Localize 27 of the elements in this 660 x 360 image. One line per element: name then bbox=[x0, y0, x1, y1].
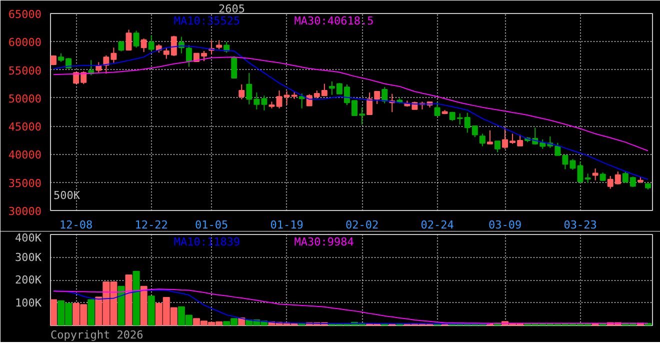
y-tick-label: 200K bbox=[15, 274, 42, 286]
x-tick-label: 01-05 bbox=[194, 218, 228, 232]
x-tick-label: 12-22 bbox=[134, 218, 168, 232]
y-tick-label: 300K bbox=[15, 250, 42, 264]
x-tick-label: 01-19 bbox=[270, 218, 304, 232]
y-tick-label: 100K bbox=[15, 296, 42, 310]
x-tick-label: 03-09 bbox=[488, 218, 522, 232]
y-tick-label: 40000 bbox=[8, 148, 42, 162]
y-tick-label: 35000 bbox=[8, 176, 42, 190]
y-tick-label: 30000 bbox=[8, 205, 42, 218]
y-tick-label: 400K bbox=[15, 232, 42, 244]
annotation: MA10:11839 bbox=[174, 236, 240, 248]
x-tick-label: 12-08 bbox=[60, 218, 93, 232]
y-tick-label: 50000 bbox=[8, 92, 42, 106]
text: Copyright 2026 bbox=[50, 328, 144, 342]
annotation: MA30:9984 bbox=[294, 236, 354, 248]
y-tick-label: 65000 bbox=[8, 8, 42, 21]
y-tick-label: 45000 bbox=[8, 120, 42, 134]
x-tick-label: 03-23 bbox=[564, 218, 597, 232]
x-tick-label: 02-24 bbox=[420, 218, 454, 232]
annotation: 500K bbox=[54, 189, 80, 202]
chart-title: 2605 bbox=[218, 2, 245, 16]
x-tick-label: 02-02 bbox=[345, 218, 379, 232]
annotation: MA30:40618.5 bbox=[294, 14, 374, 28]
y-tick-label: 55000 bbox=[8, 64, 42, 78]
y-tick-label: 60000 bbox=[8, 36, 42, 50]
annotation: MA10:35525 bbox=[174, 14, 240, 28]
